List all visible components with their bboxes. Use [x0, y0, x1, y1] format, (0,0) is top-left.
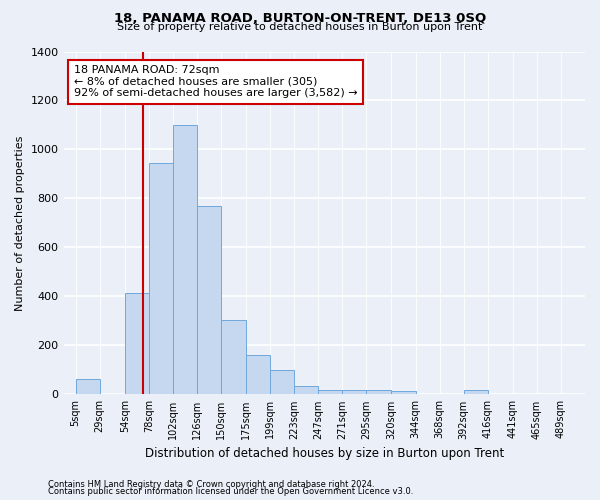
- Bar: [76, 378, 100, 394]
- Bar: [149, 163, 173, 394]
- Bar: [343, 390, 367, 394]
- X-axis label: Distribution of detached houses by size in Burton upon Trent: Distribution of detached houses by size …: [145, 447, 504, 460]
- Bar: [197, 206, 221, 394]
- Bar: [318, 390, 343, 394]
- Text: Contains HM Land Registry data © Crown copyright and database right 2024.: Contains HM Land Registry data © Crown c…: [48, 480, 374, 489]
- Bar: [173, 125, 197, 394]
- Bar: [221, 320, 246, 394]
- Bar: [270, 370, 294, 394]
- Bar: [125, 293, 149, 394]
- Bar: [464, 390, 488, 394]
- Bar: [367, 390, 391, 394]
- Y-axis label: Number of detached properties: Number of detached properties: [15, 136, 25, 310]
- Bar: [246, 355, 270, 395]
- Text: Contains public sector information licensed under the Open Government Licence v3: Contains public sector information licen…: [48, 487, 413, 496]
- Text: 18, PANAMA ROAD, BURTON-ON-TRENT, DE13 0SQ: 18, PANAMA ROAD, BURTON-ON-TRENT, DE13 0…: [114, 12, 486, 26]
- Text: 18 PANAMA ROAD: 72sqm
← 8% of detached houses are smaller (305)
92% of semi-deta: 18 PANAMA ROAD: 72sqm ← 8% of detached h…: [74, 65, 358, 98]
- Text: Size of property relative to detached houses in Burton upon Trent: Size of property relative to detached ho…: [118, 22, 482, 32]
- Bar: [294, 386, 318, 394]
- Bar: [391, 392, 416, 394]
